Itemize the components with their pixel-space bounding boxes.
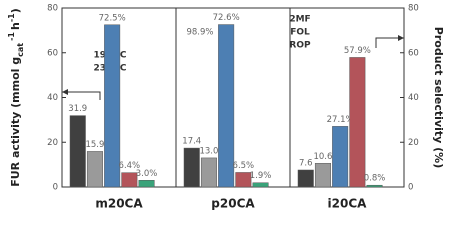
activity-arrow: [62, 89, 68, 95]
y-axis-label-part: -1: [7, 13, 16, 22]
y-tick-label: 40: [47, 93, 58, 103]
value-label: 10.6: [313, 152, 332, 162]
bar: [104, 24, 121, 188]
activity-bracket: [62, 91, 101, 100]
y-axis-label-part: FUR activity (mmol g: [9, 57, 22, 187]
value-label: 7.6: [299, 158, 313, 168]
value-label: 27.1%: [327, 115, 354, 125]
bar: [297, 169, 314, 188]
y-axis-label-part: -1: [7, 32, 16, 41]
bar: [332, 126, 349, 188]
annotation: 98.9%: [186, 28, 213, 38]
selectivity-arrow: [398, 35, 404, 41]
y-tick-label: 20: [47, 138, 58, 148]
bar: [366, 184, 383, 188]
x-tick-label: p20CA: [211, 197, 255, 211]
bar: [349, 57, 366, 188]
value-label: 0.8%: [364, 174, 386, 184]
bar: [86, 151, 103, 188]
y-axis-label-part: cat: [16, 43, 25, 57]
y-axis-label-part: h: [9, 22, 22, 30]
bar: [69, 115, 86, 188]
selectivity-bracket: [375, 37, 404, 48]
value-label: 6.5%: [233, 161, 255, 171]
x-tick-label: m20CA: [95, 197, 143, 211]
value-label: 17.4: [182, 137, 201, 147]
x-tick-label: i20CA: [328, 197, 368, 211]
y2-tick-label: 80: [408, 4, 419, 14]
value-label: 13.0: [199, 146, 218, 156]
value-label: 31.9: [68, 104, 87, 114]
bar: [138, 180, 155, 188]
y-axis-label-part: ): [9, 8, 22, 13]
bar: [314, 163, 331, 188]
legend-label: ROP: [289, 41, 311, 51]
value-label: 72.5%: [99, 13, 126, 23]
bar: [200, 157, 217, 188]
y-axis-label: FUR activity (mmol gcat-1h-1): [7, 8, 25, 187]
y2-axis-label: Product selectivity (%): [432, 27, 445, 168]
bar: [183, 147, 200, 188]
y-tick-label: 80: [47, 4, 58, 14]
y2-tick-label: 40: [408, 93, 419, 103]
bar: [235, 172, 252, 188]
value-label: 6.4%: [119, 161, 141, 171]
y2-tick-label: 0: [408, 183, 413, 193]
legend-label: 2MF: [289, 15, 310, 25]
value-label: 3.0%: [136, 169, 158, 179]
y2-tick-label: 20: [408, 138, 419, 148]
value-label: 72.6%: [213, 13, 240, 23]
value-label: 1.9%: [250, 171, 272, 181]
chart: m20CA p20CA i20CA 0 20 40 60 80 0 20 40 60 80 FUR act…: [7, 4, 445, 211]
bar: [218, 24, 235, 188]
y2-tick-label: 60: [408, 48, 419, 58]
bar: [252, 182, 269, 188]
bar: [121, 172, 138, 188]
value-label: 57.9%: [344, 46, 371, 56]
y-tick-label: 0: [53, 183, 58, 193]
y-tick-label: 60: [47, 48, 58, 58]
value-label: 15.9: [85, 140, 104, 150]
legend-label: FOL: [290, 28, 310, 38]
